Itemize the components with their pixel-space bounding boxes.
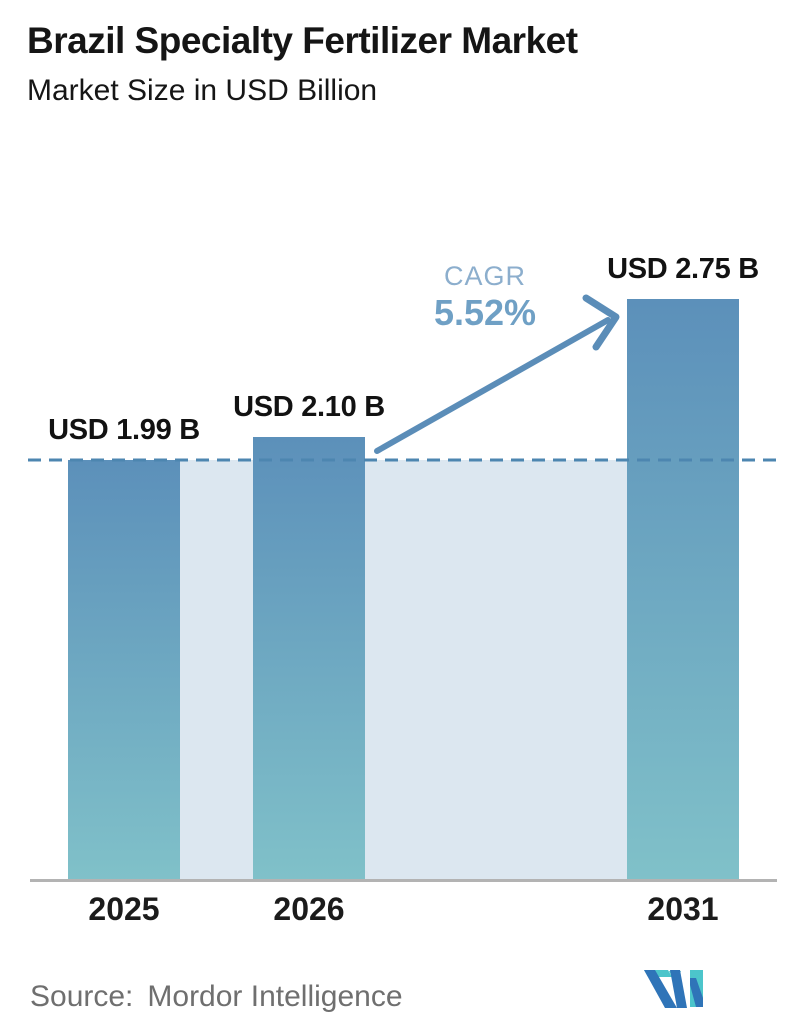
growth-arrow-shaft — [374, 317, 611, 454]
source-name: Mordor Intelligence — [147, 980, 403, 1013]
bar-value-label-2025: USD 1.99 B — [48, 414, 200, 446]
bar-2031 — [627, 299, 739, 881]
bar-value-label-2026: USD 2.10 B — [233, 391, 385, 423]
growth-arrow-head — [582, 294, 620, 351]
chart-subtitle: Market Size in USD Billion — [27, 74, 378, 107]
x-tick-2031: 2031 — [647, 891, 719, 927]
bar-2025 — [68, 460, 180, 881]
x-tick-2026: 2026 — [273, 891, 345, 927]
cagr-label: CAGR — [443, 261, 526, 291]
mordor-intelligence-logo — [644, 970, 703, 1008]
cagr-value: 5.52% — [433, 292, 537, 333]
x-tick-2025: 2025 — [88, 891, 160, 927]
bar-value-label-2031: USD 2.75 B — [607, 253, 759, 285]
cagr-annotation: CAGR 5.52% — [385, 260, 585, 334]
source-prefix: Source: — [30, 980, 134, 1013]
bar-2026 — [253, 437, 365, 881]
chart-title: Brazil Specialty Fertilizer Market — [27, 20, 578, 61]
x-axis-line — [30, 879, 777, 882]
source-attribution: Source: Mordor Intelligence — [30, 980, 403, 1014]
